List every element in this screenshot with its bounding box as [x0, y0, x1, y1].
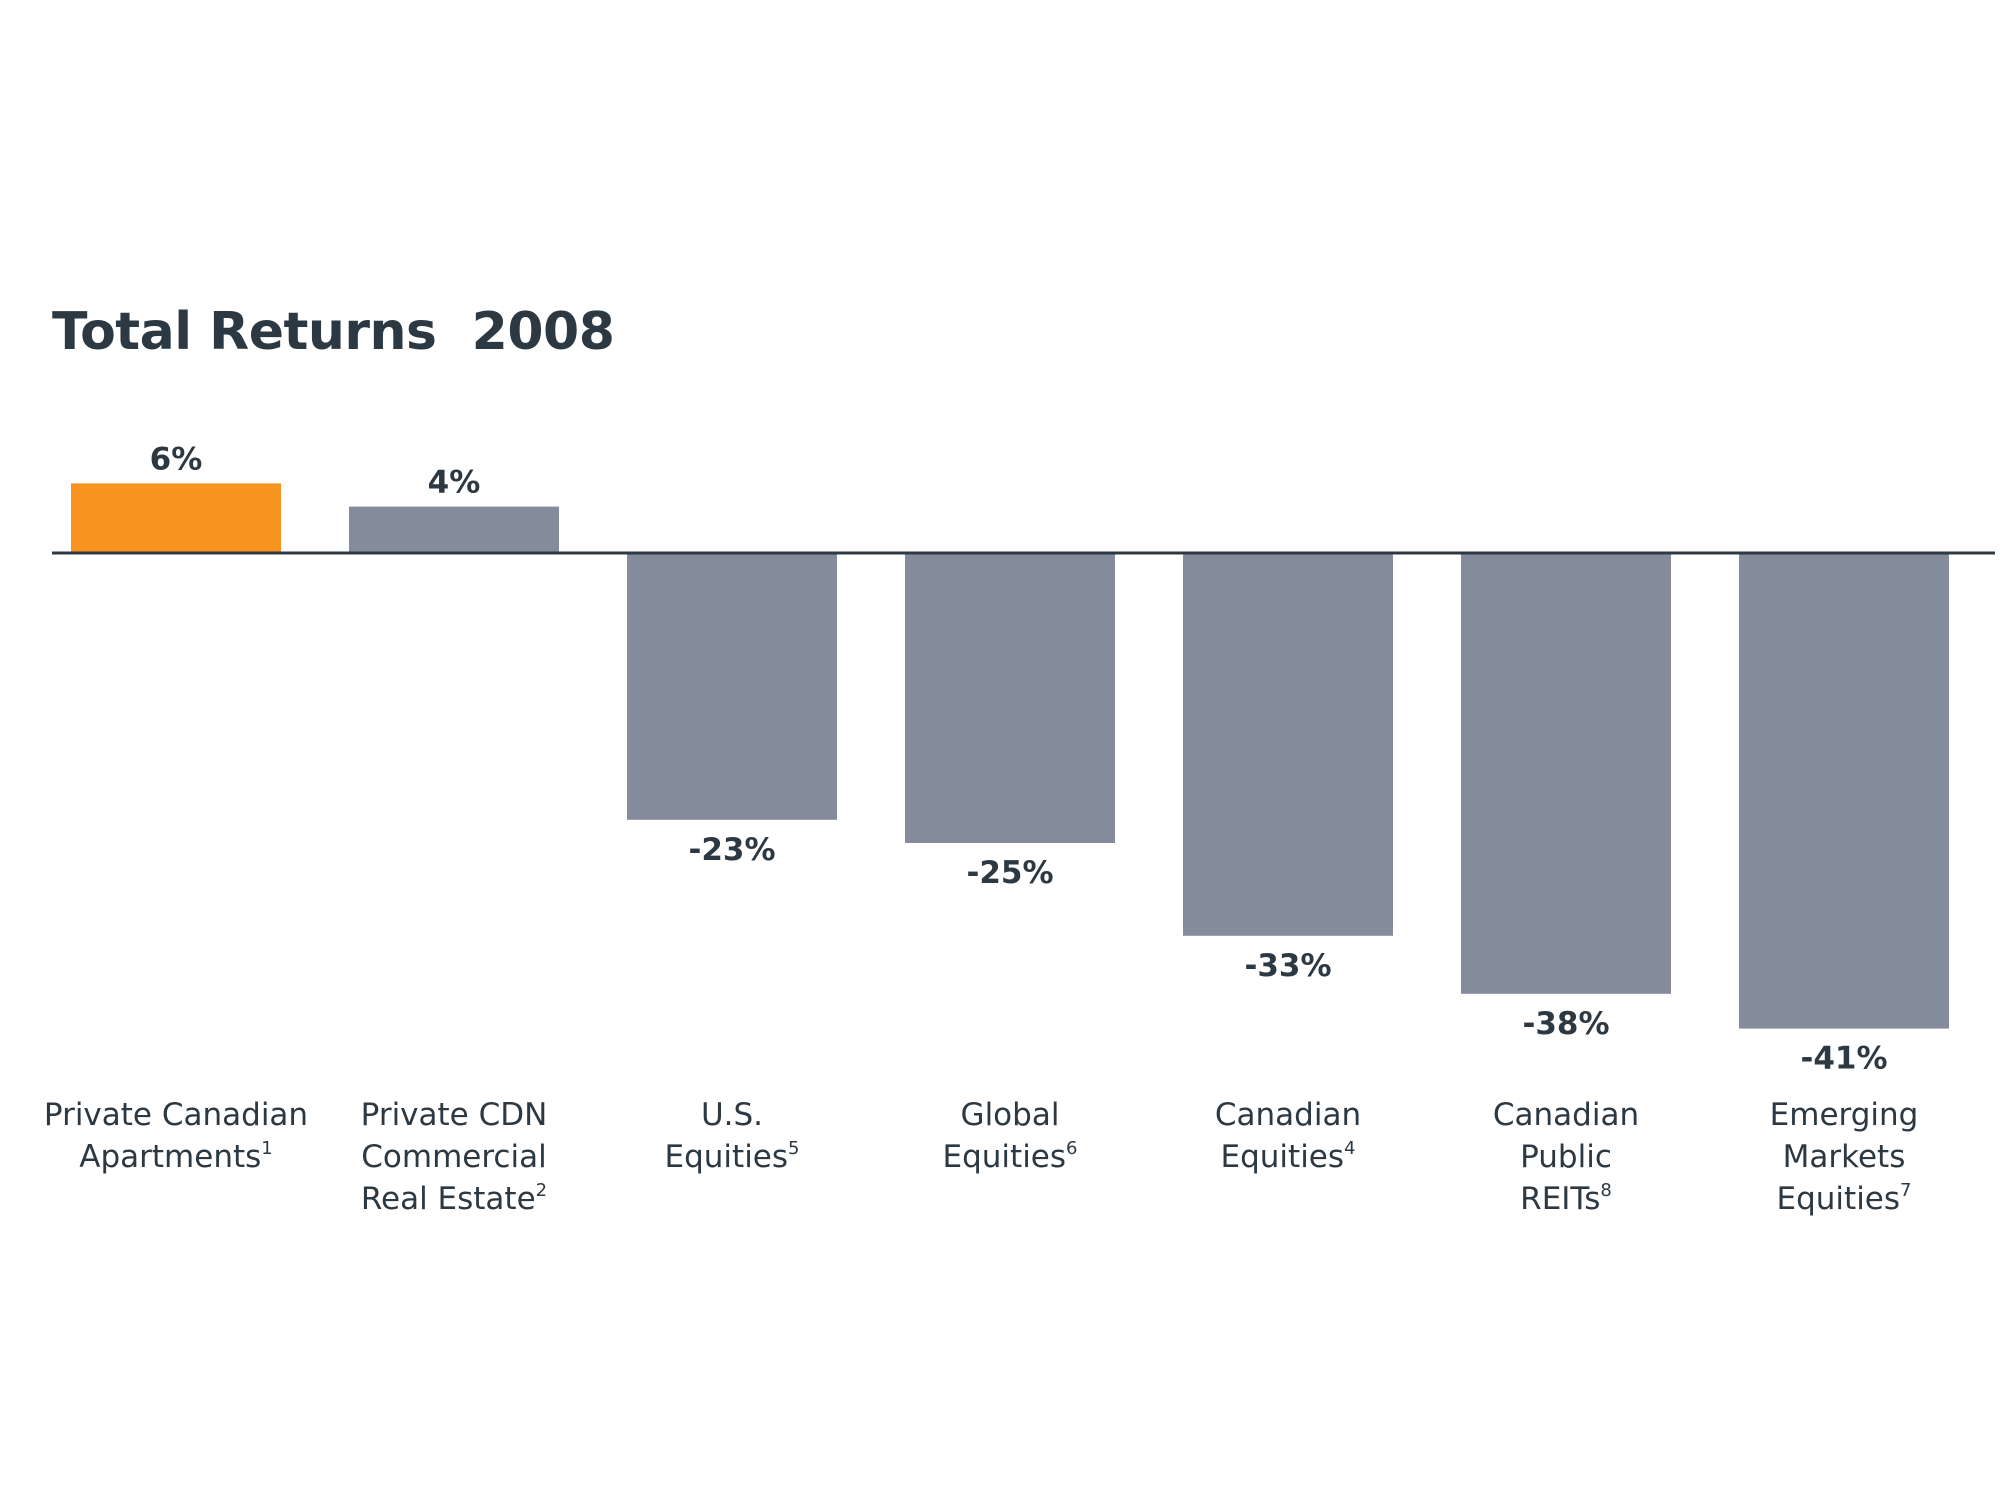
- value-label-5: -38%: [1522, 1006, 1609, 1042]
- value-labels-layer: 6% 4% -23% -25% -33% -38% -41%: [150, 441, 1888, 1076]
- value-label-2: -23%: [688, 832, 775, 868]
- footnote-marker-0: 1: [261, 1138, 272, 1159]
- value-label-4: -33%: [1244, 948, 1331, 984]
- category-label-5: Canadian Public REITs8: [1493, 1097, 1639, 1217]
- bar-2: [627, 553, 837, 820]
- footnote-marker-2: 5: [788, 1138, 799, 1159]
- bar-1: [349, 506, 559, 553]
- value-label-3: -25%: [966, 855, 1053, 891]
- category-label-0: Private Canadian Apartments1: [44, 1097, 308, 1175]
- value-label-1: 4%: [428, 465, 481, 501]
- chart-title: Total Returns 2008: [52, 302, 615, 362]
- bar-4: [1183, 553, 1393, 936]
- footnote-marker-4: 4: [1344, 1138, 1355, 1159]
- category-label-2: U.S. Equities5: [665, 1097, 800, 1175]
- bar-0: [71, 483, 281, 553]
- value-label-6: -41%: [1800, 1041, 1887, 1077]
- category-labels-layer: Private Canadian Apartments1 Private CDN Co…: [44, 1097, 1918, 1217]
- footnote-marker-1: 2: [536, 1180, 547, 1201]
- value-label-0: 6%: [150, 441, 203, 477]
- bar-6: [1739, 553, 1949, 1029]
- footnote-marker-3: 6: [1066, 1138, 1077, 1159]
- footnote-marker-5: 8: [1600, 1180, 1611, 1201]
- category-label-4: Canadian Equities4: [1215, 1097, 1361, 1175]
- category-label-6: Emerging Markets Equities7: [1770, 1097, 1919, 1217]
- bars-layer: [71, 483, 1949, 1029]
- category-label-3: Global Equities6: [943, 1097, 1078, 1175]
- bar-3: [905, 553, 1115, 843]
- category-label-1: Private CDN Commercial Real Estate2: [361, 1097, 548, 1217]
- bar-5: [1461, 553, 1671, 994]
- footnote-marker-6: 7: [1900, 1180, 1911, 1201]
